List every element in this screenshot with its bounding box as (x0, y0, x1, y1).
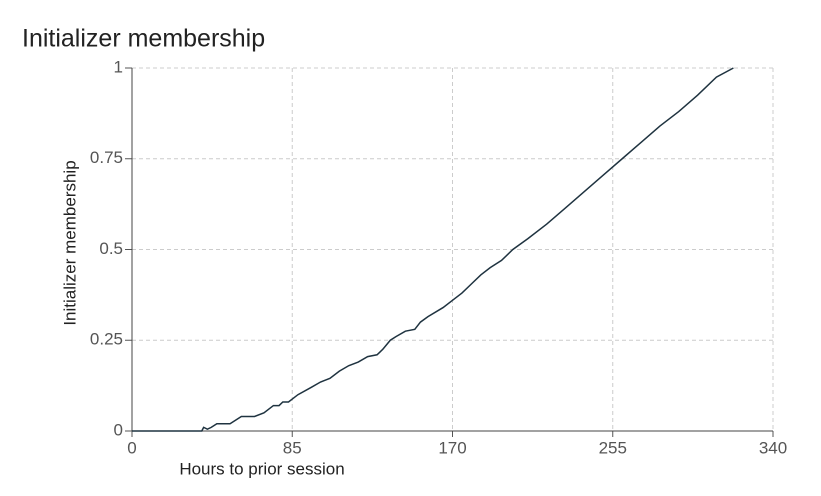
y-tick-label: 0.25 (90, 330, 123, 349)
chart-title: Initializer membership (22, 25, 265, 53)
y-tick-label: 1 (114, 57, 123, 76)
y-tick-label: 0 (114, 420, 123, 439)
x-tick-label: 0 (127, 438, 136, 457)
y-tick-label: 0.75 (90, 148, 123, 167)
x-tick-label: 85 (283, 438, 302, 457)
y-axis-label: Initializer membership (60, 160, 79, 325)
x-axis-label: Hours to prior session (179, 459, 344, 478)
x-tick-label: 255 (599, 438, 627, 457)
x-tick-label: 170 (438, 438, 466, 457)
line-series (132, 67, 734, 432)
x-tick-label: 340 (759, 438, 787, 457)
y-tick-label: 0.5 (99, 239, 123, 258)
